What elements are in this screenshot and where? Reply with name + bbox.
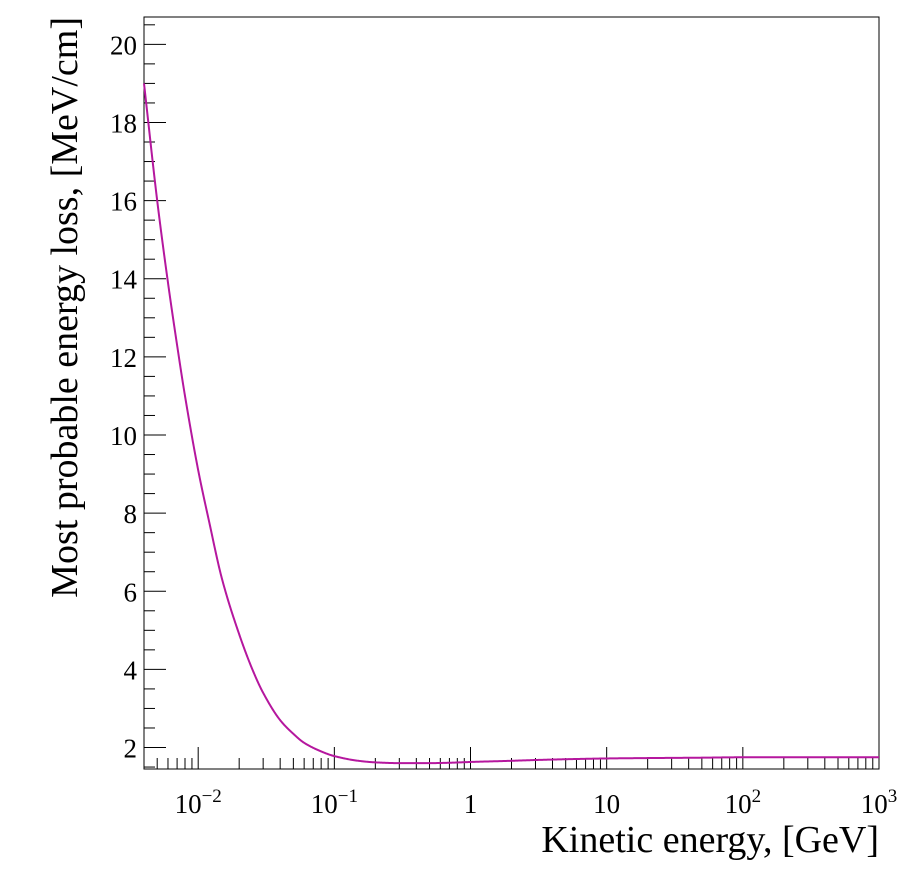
x-axis-title: Kinetic energy, [GeV] xyxy=(541,819,879,861)
y-tick-label: 10 xyxy=(110,421,137,451)
y-axis-title: Most probable energy loss, [MeV/cm] xyxy=(44,17,86,598)
y-minor-ticks xyxy=(144,24,155,768)
y-major-ticks xyxy=(144,43,166,749)
y-tick-labels: 2 4 6 8 10 12 14 16 18 20 xyxy=(110,30,138,763)
series-layer xyxy=(143,83,879,765)
x-tick-label: 1 xyxy=(464,789,478,819)
y-tick-label: 14 xyxy=(110,265,138,295)
y-tick-label: 8 xyxy=(124,499,138,529)
plot-frame xyxy=(143,16,880,770)
y-tick-label: 4 xyxy=(124,655,138,685)
x-tick-label: 103 xyxy=(861,786,898,819)
series-line xyxy=(143,83,879,765)
x-tick-label: 10−1 xyxy=(311,786,358,819)
y-tick-label: 6 xyxy=(124,577,138,607)
y-tick-label: 18 xyxy=(110,108,137,138)
x-tick-label: 10−2 xyxy=(175,786,222,819)
x-minor-ticks xyxy=(143,758,874,769)
y-tick-label: 16 xyxy=(110,187,137,217)
y-tick-label: 12 xyxy=(110,343,137,373)
x-tick-label: 102 xyxy=(725,786,762,819)
x-tick-label: 10 xyxy=(593,789,620,819)
x-tick-labels: 10−2 10−1 1 10 102 103 xyxy=(175,786,898,819)
y-tick-label: 20 xyxy=(110,30,137,60)
y-tick-label: 2 xyxy=(124,734,138,764)
